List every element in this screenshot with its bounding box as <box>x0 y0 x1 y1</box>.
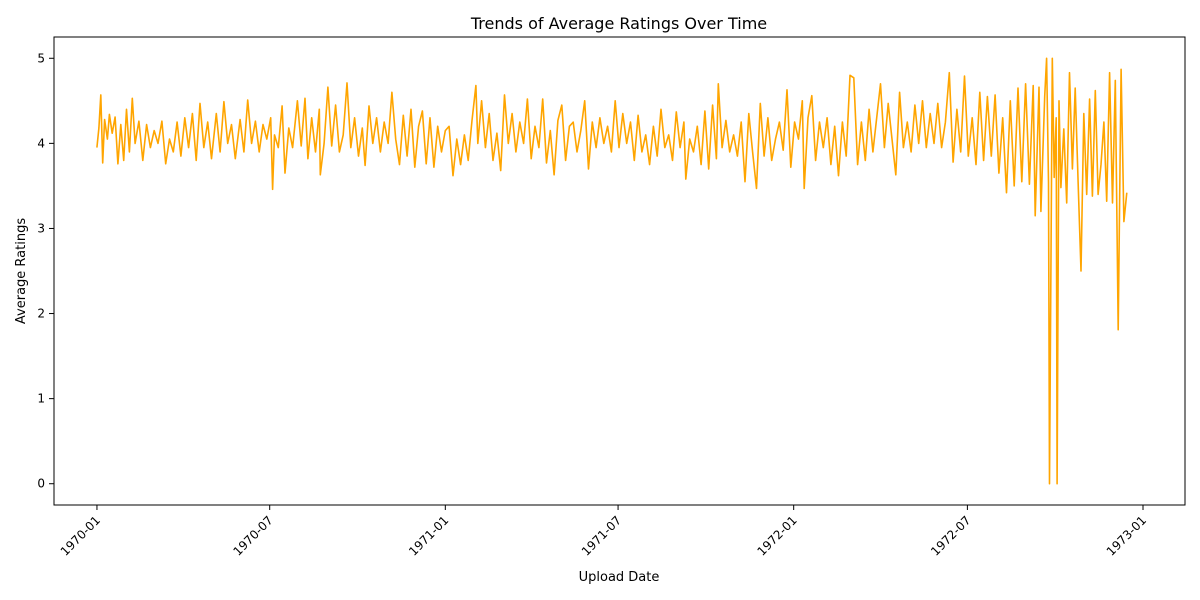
y-axis-label: Average Ratings <box>14 218 29 324</box>
y-tick-label: 0 <box>37 477 45 491</box>
y-tick-label: 4 <box>37 136 45 150</box>
y-tick-label: 2 <box>37 307 45 321</box>
y-tick-label: 1 <box>37 392 45 406</box>
x-axis-label: Upload Date <box>579 570 660 585</box>
y-axis: 0 1 2 3 4 5 <box>37 51 54 491</box>
series-line <box>96 57 1128 485</box>
y-tick-label: 5 <box>37 51 45 65</box>
chart-title: Trends of Average Ratings Over Time <box>470 14 767 33</box>
plot-frame <box>53 36 1186 506</box>
plot-area <box>96 57 1128 485</box>
y-tick-label: 3 <box>37 221 45 235</box>
